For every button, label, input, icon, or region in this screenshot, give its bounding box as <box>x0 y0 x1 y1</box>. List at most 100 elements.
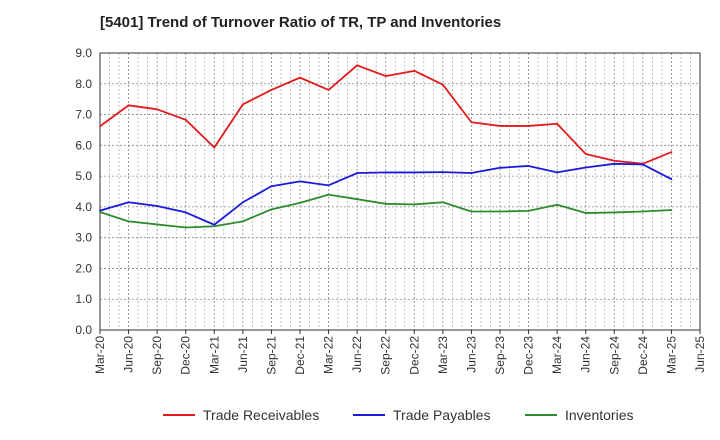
data-point <box>384 171 387 174</box>
chart-title: [5401] Trend of Turnover Ratio of TR, TP… <box>100 14 502 31</box>
data-point <box>327 89 330 91</box>
legend-label-trade-payables: Trade Payables <box>393 407 491 423</box>
plot-area-border <box>99 52 701 331</box>
y-tick-label: 9.0 <box>75 46 92 60</box>
data-point <box>156 205 159 207</box>
data-point <box>241 220 244 223</box>
x-tick-label: Jun-23 <box>464 336 478 373</box>
data-point <box>470 172 473 174</box>
data-point <box>470 121 473 124</box>
data-point <box>156 108 159 111</box>
x-tick-label: Dec-22 <box>407 336 421 375</box>
data-point <box>670 178 673 181</box>
data-point <box>413 69 416 72</box>
data-point <box>299 76 301 79</box>
x-tick-label: Mar-20 <box>93 336 107 374</box>
data-point <box>527 209 530 212</box>
x-tick-label: Mar-25 <box>664 336 678 374</box>
x-tick-label: Sep-21 <box>264 336 278 375</box>
legend-item-trade-payables: Trade Payables <box>353 404 491 426</box>
data-point <box>156 223 159 226</box>
y-tick-label: 5.0 <box>75 169 92 183</box>
x-tick-labels: Mar-20 Jun-20 Sep-20 Dec-20 Mar-21 Jun-21 Sep-… <box>93 336 707 375</box>
data-point <box>270 208 273 211</box>
data-point <box>499 125 501 127</box>
data-point <box>327 193 330 196</box>
data-point <box>470 210 473 213</box>
data-point <box>99 125 101 128</box>
data-point <box>184 211 187 214</box>
x-tick-label: Jun-21 <box>236 336 250 373</box>
data-point <box>127 104 130 107</box>
data-point <box>556 171 559 174</box>
data-point <box>356 198 359 201</box>
legend-item-trade-receivables: Trade Receivables <box>163 404 319 426</box>
x-tick-label: Sep-22 <box>379 336 393 375</box>
x-tick-label: Jun-22 <box>350 336 364 373</box>
data-point <box>413 171 416 174</box>
data-point <box>670 151 673 154</box>
data-point <box>270 89 273 91</box>
y-tick-label: 0.0 <box>75 323 92 337</box>
x-tick-label: Sep-20 <box>150 336 164 375</box>
axis-layer <box>99 52 701 334</box>
data-point <box>670 209 673 211</box>
y-tick-label: 8.0 <box>75 77 92 91</box>
data-point <box>299 180 301 183</box>
data-point <box>613 162 616 165</box>
data-point <box>584 166 587 169</box>
x-tick-label: Mar-22 <box>322 336 336 374</box>
y-tick-label: 7.0 <box>75 108 92 122</box>
data-point <box>213 223 216 226</box>
data-point <box>270 185 273 188</box>
grid-layer <box>100 53 700 330</box>
x-tick-label: Dec-24 <box>636 336 650 375</box>
x-tick-label: Dec-23 <box>522 336 536 375</box>
data-point <box>441 201 444 204</box>
data-point <box>213 225 216 228</box>
data-point <box>413 203 416 206</box>
x-tick-label: Mar-24 <box>550 336 564 374</box>
data-point <box>184 226 187 229</box>
data-point <box>241 201 244 204</box>
data-point <box>527 165 530 167</box>
legend-label-trade-receivables: Trade Receivables <box>203 407 320 423</box>
data-point <box>499 166 501 169</box>
x-tick-label: Dec-21 <box>293 336 307 375</box>
data-point <box>384 202 387 205</box>
y-tick-label: 2.0 <box>75 261 92 275</box>
data-point <box>384 75 387 77</box>
x-tick-label: Sep-23 <box>493 336 507 375</box>
x-tick-label: Mar-21 <box>207 336 221 374</box>
data-point <box>613 211 616 214</box>
x-tick-label: Dec-20 <box>179 336 193 375</box>
legend-item-inventories: Inventories <box>525 404 633 426</box>
data-point <box>641 210 644 213</box>
data-point <box>613 159 616 162</box>
data-point <box>213 146 216 149</box>
data-point <box>99 209 101 212</box>
series-layer <box>99 64 673 229</box>
legend-swatch-trade-receivables <box>163 414 195 416</box>
data-point <box>441 171 444 174</box>
x-tick-label: Jun-25 <box>693 336 707 373</box>
data-point <box>184 118 187 121</box>
y-tick-label: 3.0 <box>75 231 92 245</box>
data-point <box>641 163 644 166</box>
data-point <box>241 103 244 106</box>
data-point <box>441 83 444 86</box>
data-point <box>127 201 130 204</box>
data-point <box>356 172 359 174</box>
data-point <box>584 212 587 214</box>
x-tick-label: Jun-20 <box>122 336 136 373</box>
y-tick-label: 6.0 <box>75 138 92 152</box>
legend-swatch-trade-payables <box>353 414 385 416</box>
data-point <box>127 220 130 223</box>
x-tick-label: Mar-23 <box>436 336 450 374</box>
data-point <box>556 122 559 125</box>
data-point <box>584 153 587 155</box>
x-tick-label: Sep-24 <box>607 336 621 375</box>
data-point <box>527 125 530 127</box>
y-tick-label: 4.0 <box>75 200 92 214</box>
